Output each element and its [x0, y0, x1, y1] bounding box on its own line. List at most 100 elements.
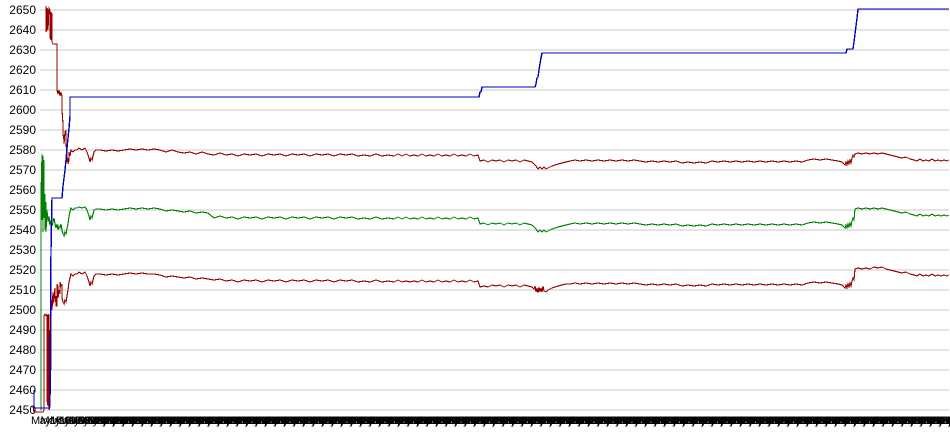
x-axis-label: May16 04:59:38p [734, 415, 812, 427]
x-axis-label: May16 04:59:38p [316, 415, 394, 427]
x-axis-label: May16 04:59:38p [288, 415, 366, 427]
x-axis-label: May16 04:59:38p [392, 415, 470, 427]
x-axis-label: May16 04:59:38p [345, 415, 423, 427]
x-axis-label: May16 04:59:38p [630, 415, 708, 427]
x-axis-label: May16 04:59:38p [459, 415, 537, 427]
x-axis-label: May16 04:59:38p [544, 415, 622, 427]
y-axis-label: 2460 [9, 383, 36, 397]
x-axis-label: May16 04:59:38p [174, 415, 252, 427]
x-axis-label: May16 04:59:38p [554, 415, 632, 427]
x-axis-label: May16 04:59:38p [573, 415, 651, 427]
x-axis-label: May16 04:59:38p [136, 415, 214, 427]
y-axis-label: 2600 [9, 103, 36, 117]
x-axis-label: May16 04:59:38p [497, 415, 575, 427]
x-axis-label: May16 04:59:38p [706, 415, 784, 427]
x-axis-label: May16 04:59:38p [250, 415, 328, 427]
x-axis-label: May16 04:59:38p [611, 415, 689, 427]
x-axis-label: May16 04:59:38p [934, 415, 950, 427]
x-axis-label: May16 04:59:38p [145, 415, 223, 427]
y-axis-label: 2630 [9, 43, 36, 57]
y-axis-label: 2490 [9, 323, 36, 337]
x-axis-label: May16 04:59:38p [905, 415, 950, 427]
x-axis-label: May16 04:59:38p [373, 415, 451, 427]
x-axis-label: May16 04:59:38p [858, 415, 936, 427]
x-axis-label: May16 04:59:38p [829, 415, 907, 427]
x-axis-label: May16 04:59:38p [402, 415, 480, 427]
y-axis-label: 2650 [9, 3, 36, 17]
x-axis-label: May16 04:59:38p [696, 415, 774, 427]
series-line-red-upper [45, 5, 950, 170]
x-axis-label: May16 04:59:38p [924, 415, 950, 427]
x-axis-label: May16 04:59:38p [639, 415, 717, 427]
y-axis-label: 2610 [9, 83, 36, 97]
x-axis-label: May16 04:59:38p [468, 415, 546, 427]
x-axis-label: May16 04:59:38p [753, 415, 831, 427]
y-axis-label: 2590 [9, 123, 36, 137]
x-axis-label: May16 04:59:38p [535, 415, 613, 427]
x-axis-label: May16 04:59:38p [848, 415, 926, 427]
y-axis-label: 2520 [9, 263, 36, 277]
x-axis-label: May16 04:59:38p [202, 415, 280, 427]
x-axis-label: May16 04:59:38p [193, 415, 271, 427]
x-axis-label: May16 04:59:38p [601, 415, 679, 427]
x-axis-label: May16 04:59:38p [582, 415, 660, 427]
x-axis-label: May16 04:59:38p [677, 415, 755, 427]
x-axis-label: May16 04:59:38p [164, 415, 242, 427]
x-axis-label: May16 04:59:38p [449, 415, 527, 427]
y-axis-label: 2450 [9, 403, 36, 417]
x-axis-label: May16 04:59:38p [231, 415, 309, 427]
x-axis-label: May16 04:59:38p [183, 415, 261, 427]
x-axis-label: May16 04:59:38p [915, 415, 950, 427]
x-axis-label: May16 04:59:38p [155, 415, 233, 427]
x-axis-label: May16 04:59:38p [782, 415, 860, 427]
series-line-blue-step [33, 8, 949, 409]
x-axis-label: May16 04:59:38p [354, 415, 432, 427]
x-axis-label: May16 04:59:38p [69, 415, 147, 427]
x-axis-label: May16 04:59:38p [896, 415, 950, 427]
x-axis-label: May16 04:59:38p [877, 415, 950, 427]
x-axis-label: May16 04:59:38p [658, 415, 736, 427]
x-axis-label: May16 04:59:38p [278, 415, 356, 427]
y-axis-label: 2620 [9, 63, 36, 77]
x-axis-label: May16 04:59:38p [41, 415, 119, 427]
x-axis-label: May16 04:59:38p [326, 415, 404, 427]
x-axis-label: May16 04:59:38p [383, 415, 461, 427]
x-axis-label: May16 04:59:38p [886, 415, 950, 427]
y-axis-label: 2540 [9, 223, 36, 237]
x-axis-label: May16 04:59:38p [297, 415, 375, 427]
x-axis-label: May16 04:59:38p [31, 415, 109, 427]
x-axis-label: May16 04:59:38p [506, 415, 584, 427]
x-axis-label: May16 04:59:38p [98, 415, 176, 427]
x-axis-label: May16 04:59:38p [668, 415, 746, 427]
y-axis-label: 2480 [9, 343, 36, 357]
x-axis-label: May16 04:59:38p [791, 415, 869, 427]
y-axis-labels: 2650 2640 2630 2620 2610 2600 2590 2580 2570 2560… [9, 3, 36, 417]
x-axis-label: May16 04:59:38p [364, 415, 442, 427]
x-axis-label: May16 04:59:38p [801, 415, 879, 427]
y-axis-label: 2640 [9, 23, 36, 37]
x-axis-label: May16 04:59:38p [687, 415, 765, 427]
x-axis-label: May16 04:59:38p [487, 415, 565, 427]
x-axis-label: May16 04:59:38p [79, 415, 157, 427]
x-axis-label: May16 04:59:38p [117, 415, 195, 427]
x-axis-label: May16 04:59:38p [88, 415, 166, 427]
x-axis-label: May16 04:59:38p [563, 415, 641, 427]
gridlines [40, 9, 949, 411]
y-axis-label: 2580 [9, 143, 36, 157]
x-axis-label: May16 04:59:38p [763, 415, 841, 427]
y-axis-label: 2550 [9, 203, 36, 217]
series-line-green-mid [40, 153, 950, 410]
x-axis-label: May16 04:59:38p [50, 415, 128, 427]
x-axis-label: May16 04:59:38p [421, 415, 499, 427]
x-axis-label: May16 04:59:38p [744, 415, 822, 427]
x-axis-label: May16 04:59:38p [478, 415, 556, 427]
y-axis-label: 2470 [9, 363, 36, 377]
x-axis-label: May16 04:59:38p [259, 415, 337, 427]
x-axis-label: May16 04:59:38p [592, 415, 670, 427]
x-axis-label: May16 04:59:38p [649, 415, 727, 427]
x-axis-label: May16 04:59:38p [212, 415, 290, 427]
